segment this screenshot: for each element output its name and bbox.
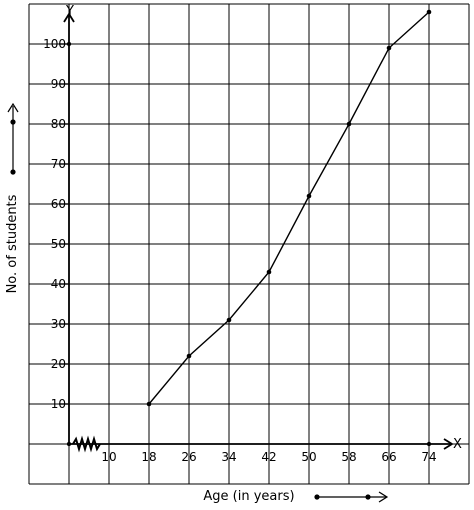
y-tick-label: 60 (51, 197, 66, 211)
x-tick-label: 66 (381, 450, 396, 464)
x-axis-arrow-icon (443, 438, 454, 450)
x-tick-label: 42 (261, 450, 276, 464)
x-tick-label: 10 (101, 450, 116, 464)
axis-break-zigzag-icon (72, 435, 101, 453)
x-tick-label: 26 (181, 450, 196, 464)
x-axis-end-point (426, 441, 432, 447)
y-tick-label: 50 (51, 237, 66, 251)
y-tick-label: 90 (51, 77, 66, 91)
y-tick-label: 70 (51, 157, 66, 171)
y-tick-label: 30 (51, 317, 66, 331)
y-tick-label: 10 (51, 397, 66, 411)
y-tick-label: 40 (51, 277, 66, 291)
x-tick-label: 74 (421, 450, 436, 464)
x-tick-label: 34 (221, 450, 236, 464)
y-tick-label: 80 (51, 117, 66, 131)
data-point (386, 45, 392, 51)
series-line (148, 11, 430, 405)
data-point (146, 401, 152, 407)
y-axis-label: No. of students (5, 194, 20, 293)
y-tick-label: 100 (43, 37, 66, 51)
chart-grid (28, 3, 470, 485)
tick-labels: 10 18 26 34 42 50 58 66 74 10 20 30 40 50 60 70 80 90 100 (43, 37, 437, 464)
x-axis-symbol: X (453, 437, 462, 452)
data-point (306, 193, 312, 199)
series-layer (146, 9, 432, 407)
origin-point (66, 441, 72, 447)
x-tick-label: 50 (301, 450, 316, 464)
x-direction-arrow-icon (314, 491, 389, 503)
data-point (266, 269, 272, 275)
x-axis-label: Age (in years) (203, 489, 294, 504)
x-tick-label: 58 (341, 450, 356, 464)
data-point (226, 317, 232, 323)
data-point (186, 353, 192, 359)
data-point (346, 121, 352, 127)
data-point (426, 9, 432, 15)
y-axis-symbol: Y (65, 4, 74, 19)
chart-axes (63, 12, 454, 453)
y-direction-arrow-icon (7, 102, 19, 175)
y-axis-arrow-icon (63, 12, 75, 23)
y-tick-label: 20 (51, 357, 66, 371)
x-tick-label: 18 (141, 450, 156, 464)
